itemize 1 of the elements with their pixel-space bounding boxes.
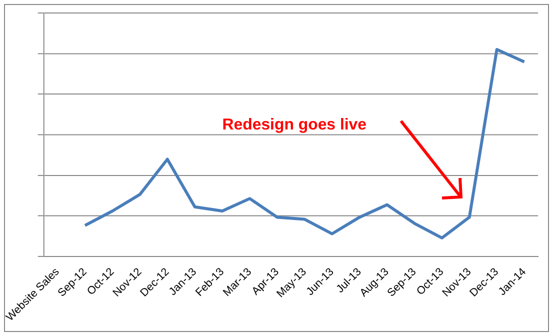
annotation: Redesign goes live — [222, 116, 367, 134]
